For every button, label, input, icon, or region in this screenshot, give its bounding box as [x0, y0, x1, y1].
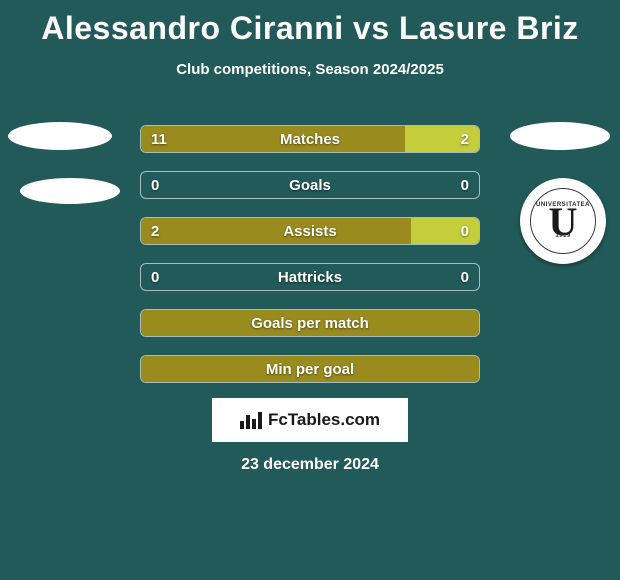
bars-icon: [240, 411, 262, 429]
stat-row: 00Goals: [140, 171, 480, 199]
branding-text: FcTables.com: [268, 410, 380, 430]
branding-box: FcTables.com: [212, 398, 408, 442]
stat-label: Hattricks: [141, 264, 479, 290]
stat-row: 112Matches: [140, 125, 480, 153]
stat-row: 00Hattricks: [140, 263, 480, 291]
badge-top-text: UNIVERSITATEA: [531, 202, 595, 208]
decorative-ellipse-left-2: [20, 178, 120, 204]
badge-bottom-text: 1919: [531, 233, 595, 239]
stat-label: Min per goal: [141, 356, 479, 382]
stat-label: Goals: [141, 172, 479, 198]
snapshot-date: 23 december 2024: [0, 456, 620, 474]
stat-row: Goals per match: [140, 309, 480, 337]
stat-label: Matches: [141, 126, 479, 152]
decorative-ellipse-left-1: [8, 122, 112, 150]
stat-label: Goals per match: [141, 310, 479, 336]
club-badge: UNIVERSITATEA U 1919: [520, 178, 606, 264]
badge-inner: UNIVERSITATEA U 1919: [530, 188, 596, 254]
comparison-title: Alessandro Ciranni vs Lasure Briz: [0, 0, 620, 47]
decorative-ellipse-right-1: [510, 122, 610, 150]
stat-label: Assists: [141, 218, 479, 244]
stats-rows: 112Matches 00Goals 20Assists 00Hattricks Goa…: [140, 125, 480, 401]
comparison-subtitle: Club competitions, Season 2024/2025: [0, 61, 620, 78]
stat-row: Min per goal: [140, 355, 480, 383]
stat-row: 20Assists: [140, 217, 480, 245]
